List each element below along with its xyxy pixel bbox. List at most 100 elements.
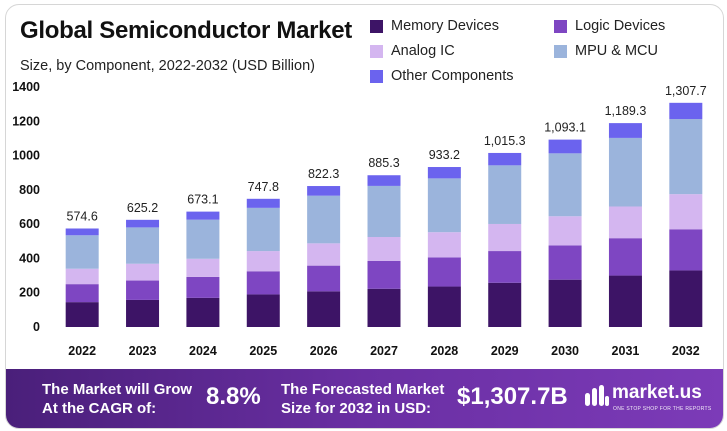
x-tick-label: 2023 [129, 344, 157, 358]
cagr-caption-line2: At the CAGR of: [42, 400, 157, 417]
legend-item-other-components: Other Components [370, 68, 514, 84]
bar-segment-logic-devices [548, 245, 582, 280]
bar-segment-memory-devices [488, 282, 522, 327]
bar-total-label: 933.2 [429, 148, 460, 162]
bar-segment-other-components [669, 102, 703, 120]
bar-segment-mpu-mcu [367, 185, 401, 237]
bar-segment-memory-devices [307, 291, 341, 327]
bar-segment-memory-devices [367, 288, 401, 327]
legend-label: Logic Devices [575, 18, 666, 34]
bar-segment-other-components [126, 219, 160, 228]
bar-segment-other-components [307, 186, 341, 196]
bar-segment-logic-devices [186, 276, 220, 298]
y-tick-label: 200 [19, 286, 40, 300]
bar-segment-memory-devices [246, 294, 280, 327]
stacked-bar-chart: 0 200 400 600 800 1000 1200 1400 574.6 2022 625.2 2… [12, 80, 707, 358]
footer-banner: The Market will Grow At the CAGR of: 8.8… [6, 369, 723, 428]
y-tick-label: 800 [19, 183, 40, 197]
bar-total-label: 747.8 [248, 180, 279, 194]
bar-total-label: 673.1 [187, 193, 218, 207]
bar-segment-other-components [367, 175, 401, 186]
bar-total-label: 1,015.3 [484, 134, 526, 148]
bar-segment-analog-ic [608, 206, 642, 239]
bar-segment-mpu-mcu [669, 119, 703, 195]
legend-swatch [370, 19, 383, 33]
x-tick-label: 2031 [612, 344, 640, 358]
bar-segment-mpu-mcu [608, 137, 642, 207]
legend-label: Memory Devices [391, 18, 499, 34]
bar-segment-logic-devices [488, 251, 522, 283]
cagr-value: 8.8% [206, 383, 261, 410]
bar-segment-analog-ic [65, 268, 99, 285]
bar-segment-other-components [427, 167, 461, 179]
bar-segment-memory-devices [126, 299, 160, 327]
bar-total-label: 885.3 [368, 156, 399, 170]
bar-total-label: 1,189.3 [605, 104, 647, 118]
bar-total-label: 625.2 [127, 201, 158, 215]
bar-segment-memory-devices [65, 302, 99, 327]
forecast-caption-line1: The Forecasted Market [281, 381, 445, 398]
legend-swatch [554, 19, 567, 33]
bar-segment-other-components [65, 228, 99, 236]
bar-segment-memory-devices [186, 297, 220, 327]
bar-segment-logic-devices [367, 261, 401, 289]
chart-frame: Global Semiconductor Market Size, by Com… [5, 4, 724, 429]
legend-swatch [370, 44, 383, 58]
bar-segment-mpu-mcu [65, 235, 99, 269]
x-tick-label: 2022 [68, 344, 96, 358]
forecast-caption-line2: Size for 2032 in USD: [281, 400, 432, 417]
bar-total-label: 574.6 [67, 209, 98, 223]
legend-item-mpu-mcu: MPU & MCU [554, 43, 658, 59]
chart-legend: Memory Devices Logic Devices Analog IC M… [370, 15, 720, 87]
bar-segment-analog-ic [186, 258, 220, 277]
forecast-caption: The Forecasted Market Size for 2032 in U… [281, 380, 444, 418]
bar-segment-analog-ic [488, 223, 522, 252]
bar-total-label: 1,307.7 [665, 84, 707, 98]
bar-segment-mpu-mcu [186, 219, 220, 259]
cagr-caption: The Market will Grow At the CAGR of: [42, 380, 192, 418]
legend-swatch [554, 44, 567, 58]
y-tick-label: 1400 [12, 80, 40, 94]
cagr-caption-line1: The Market will Grow [42, 381, 193, 398]
bar-segment-logic-devices [608, 238, 642, 276]
legend-item-analog-ic: Analog IC [370, 43, 455, 59]
bar-segment-memory-devices [427, 286, 461, 327]
legend-swatch [370, 69, 383, 83]
bar-segment-analog-ic [669, 194, 703, 230]
bar-segment-logic-devices [427, 257, 461, 287]
x-tick-label: 2026 [310, 344, 338, 358]
x-tick-label: 2030 [551, 344, 579, 358]
chart-subtitle: Size, by Component, 2022-2032 (USD Billi… [20, 58, 315, 74]
bar-segment-mpu-mcu [307, 195, 341, 244]
bar-segment-memory-devices [669, 270, 703, 327]
bar-segment-analog-ic [307, 243, 341, 266]
y-tick-label: 400 [19, 251, 40, 265]
chart-title: Global Semiconductor Market [20, 17, 352, 44]
x-tick-label: 2032 [672, 344, 700, 358]
bar-segment-logic-devices [246, 271, 280, 295]
bar-segment-other-components [548, 139, 582, 154]
bar-total-label: 1,093.1 [544, 121, 586, 135]
legend-label: MPU & MCU [575, 43, 658, 59]
legend-label: Analog IC [391, 43, 455, 59]
bar-segment-other-components [488, 152, 522, 166]
bar-segment-logic-devices [126, 280, 160, 300]
x-tick-label: 2024 [189, 344, 217, 358]
x-tick-label: 2027 [370, 344, 398, 358]
x-tick-label: 2028 [430, 344, 458, 358]
brand-name: market.us [612, 382, 702, 403]
bar-segment-analog-ic [548, 216, 582, 246]
bar-segment-logic-devices [669, 229, 703, 271]
bar-segment-mpu-mcu [488, 165, 522, 224]
legend-item-logic-devices: Logic Devices [554, 18, 665, 34]
bar-segment-memory-devices [608, 275, 642, 327]
bar-segment-logic-devices [307, 265, 341, 292]
bar-segment-mpu-mcu [548, 153, 582, 217]
bar-segment-memory-devices [548, 279, 582, 327]
brand-tagline: ONE STOP SHOP FOR THE REPORTS [613, 406, 712, 412]
brand-logo[interactable]: market.us ONE STOP SHOP FOR THE REPORTS [584, 382, 716, 418]
y-tick-label: 0 [33, 320, 40, 334]
bar-segment-logic-devices [65, 284, 99, 303]
x-tick-label: 2029 [491, 344, 519, 358]
bar-segment-mpu-mcu [246, 207, 280, 252]
